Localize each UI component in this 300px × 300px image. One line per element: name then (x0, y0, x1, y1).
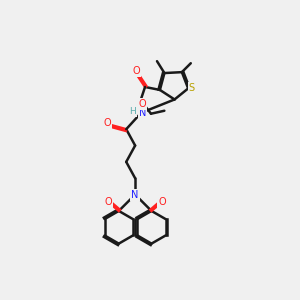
Text: O: O (158, 197, 166, 207)
Text: N: N (139, 108, 146, 118)
Text: H: H (129, 107, 136, 116)
Text: S: S (189, 83, 195, 94)
Text: O: O (132, 66, 140, 76)
Text: O: O (138, 99, 146, 109)
Text: O: O (105, 197, 112, 207)
Text: N: N (131, 190, 139, 200)
Text: O: O (103, 118, 111, 128)
